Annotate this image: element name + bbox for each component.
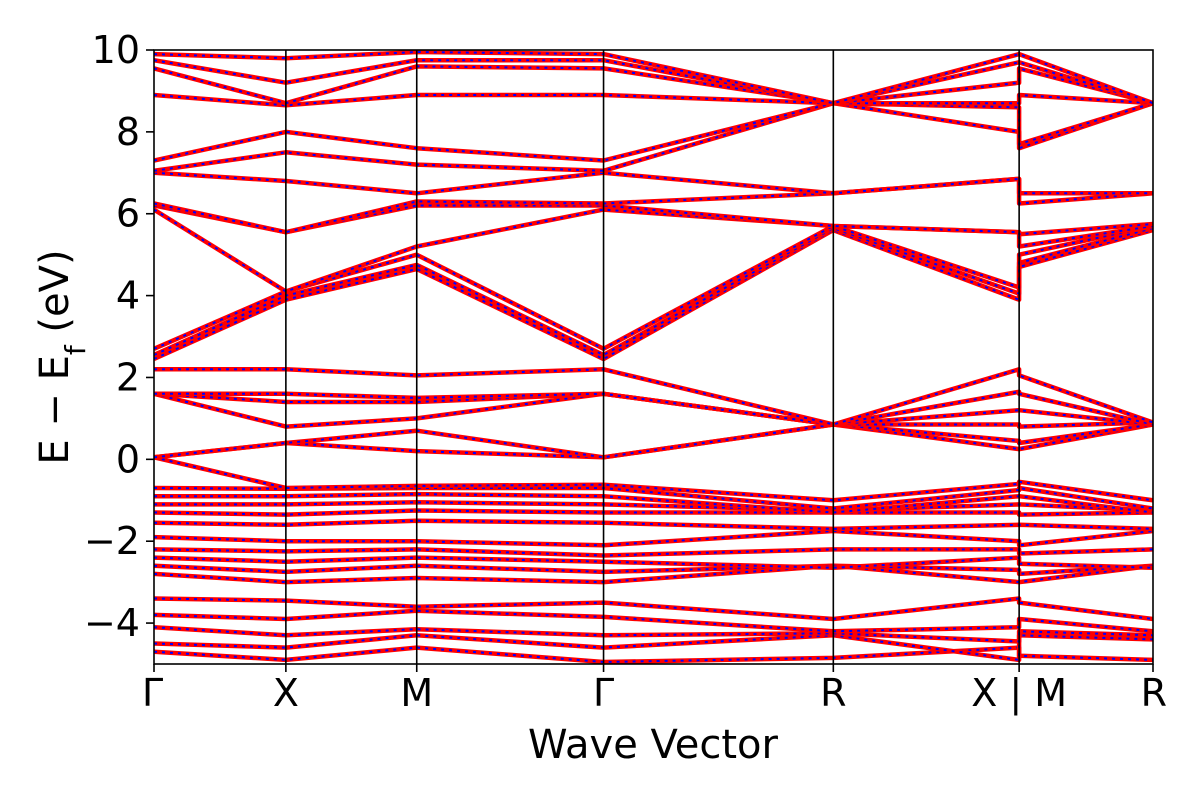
band-line-dashed-7 — [154, 556, 1153, 569]
band-line-27 — [154, 176, 1153, 235]
y-axis-label-main: E − E — [32, 355, 78, 465]
x-tick-label-0: Γ — [142, 671, 163, 715]
bands-layer — [154, 50, 1153, 664]
band-line-dashed-6 — [154, 564, 1153, 575]
band-line-25 — [154, 207, 1153, 294]
x-tick-label-1: X — [273, 671, 299, 715]
band-line-29 — [154, 100, 1153, 174]
y-tick-label-1: −2 — [84, 519, 140, 563]
x-tick-label-5: X | M — [971, 671, 1067, 716]
band-line-dashed-27 — [154, 177, 1153, 234]
x-tick-label-2: M — [400, 671, 433, 715]
plot-frame — [153, 49, 1154, 665]
band-line-dashed-9 — [154, 529, 1153, 547]
y-axis-label-unit: (eV) — [32, 249, 78, 345]
x-tick-label-3: Γ — [593, 671, 614, 715]
y-tick-label-3: 2 — [116, 355, 140, 399]
band-line-9 — [154, 528, 1153, 548]
x-tick-label-6: R — [1141, 671, 1167, 715]
band-line-dashed-4 — [154, 597, 1153, 621]
y-tick-label-4: 4 — [116, 274, 140, 318]
y-axis-label: E − Ef (eV) — [32, 249, 92, 464]
band-line-12 — [154, 500, 1153, 513]
y-tick-label-2: 0 — [116, 437, 140, 481]
band-line-22 — [154, 227, 1153, 362]
band-line-28 — [154, 170, 1153, 196]
y-tick-label-0: −4 — [84, 601, 140, 645]
y-tick-label-7: 10 — [92, 28, 140, 72]
y-tick-label-5: 6 — [116, 192, 140, 236]
x-tick-label-4: R — [820, 671, 846, 715]
band-line-20 — [154, 389, 1153, 427]
y-axis-label-subscript: f — [59, 344, 92, 355]
band-line-dashed-29 — [154, 102, 1153, 172]
band-line-dashed-22 — [154, 229, 1153, 361]
band-line-17 — [154, 422, 1153, 460]
band-line-dashed-25 — [154, 208, 1153, 293]
band-line-21 — [154, 367, 1153, 427]
band-line-dashed-8 — [154, 548, 1153, 557]
band-line-dashed-23 — [154, 227, 1153, 357]
band-line-dashed-21 — [154, 367, 1153, 426]
y-axis-ticks: −4 −2 0 2 4 6 8 10 — [84, 28, 154, 645]
x-axis-ticks: Γ X M Γ R X | M R — [142, 664, 1167, 716]
kpoint-lines — [285, 50, 1020, 664]
x-axis-label: Wave Vector — [528, 722, 779, 768]
band-line-dashed-20 — [154, 390, 1153, 426]
y-tick-label-6: 8 — [116, 110, 140, 154]
